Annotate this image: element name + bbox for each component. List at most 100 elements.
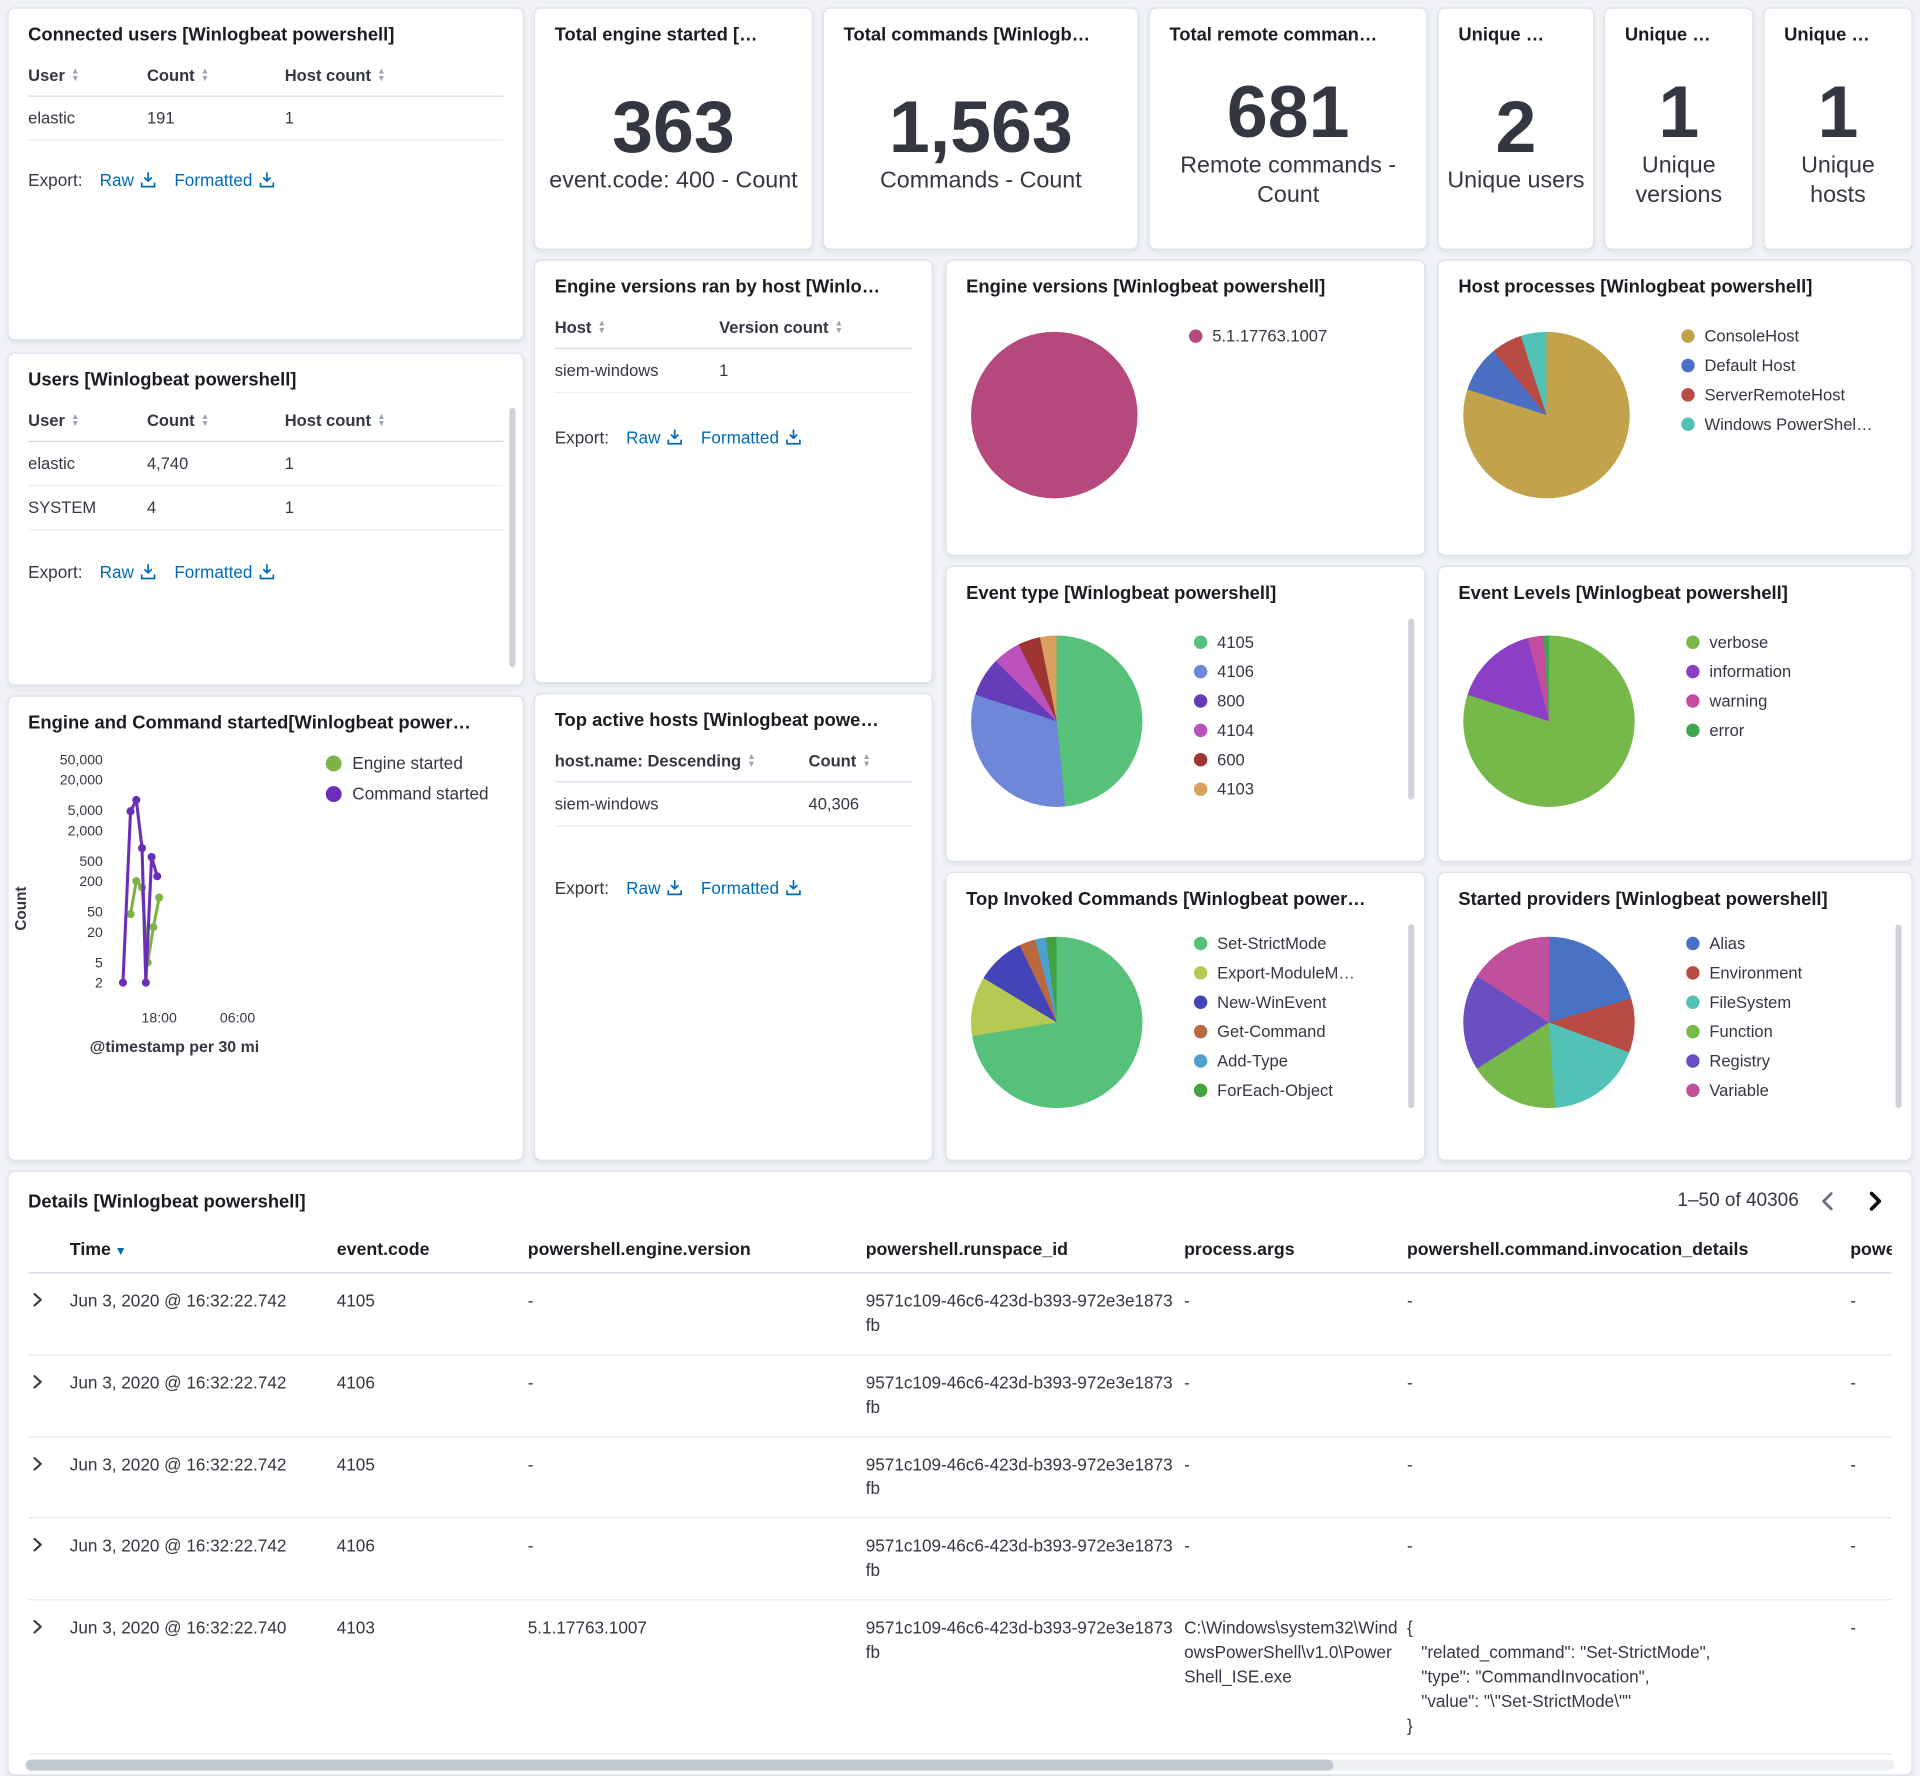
legend-item[interactable]: Export-ModuleM… [1193,964,1355,982]
details-column-header[interactable]: Time ▼ [69,1240,127,1261]
legend-item[interactable]: 800 [1193,692,1254,710]
legend-item[interactable]: Get-Command [1193,1022,1355,1041]
download-icon [141,172,156,188]
table-cell: SYSTEM [28,485,147,531]
legend-item[interactable]: Function [1686,1022,1802,1041]
legend-label: 4106 [1217,662,1254,681]
data-point[interactable] [149,923,158,932]
column-header[interactable]: Version count ▲ ▼ [719,307,913,349]
event-type-pie-chart[interactable] [971,635,1143,807]
legend-scrollbar[interactable] [1895,924,1902,1109]
data-point[interactable] [153,872,162,881]
event-levels-pie-chart[interactable] [1463,635,1635,807]
data-point[interactable] [138,844,147,853]
legend-item[interactable]: Default Host [1681,356,1872,375]
column-header[interactable]: Host ▲ ▼ [554,307,720,349]
legend-item[interactable]: 4103 [1193,780,1254,798]
expand-row-button[interactable] [28,1371,62,1398]
data-point[interactable] [118,978,127,987]
column-header[interactable]: Host count ▲ ▼ [284,400,504,443]
column-header[interactable]: Host count ▲ ▼ [284,55,504,97]
y-tick-label: 5,000 [68,802,103,818]
export-formatted-link[interactable]: Formatted [174,562,275,582]
top-invoked-commands-pie-chart[interactable] [971,936,1143,1109]
legend-item[interactable]: Add-Type [1193,1052,1355,1070]
data-point[interactable] [147,852,156,862]
legend-item[interactable]: 600 [1193,751,1254,769]
details-column-header[interactable]: powershell.command.invocation_details [1406,1240,1749,1261]
scrollbar-thumb[interactable] [25,1759,1334,1771]
expand-row-button[interactable] [28,1616,62,1643]
details-column-header[interactable]: powershell.engine.version [527,1240,751,1261]
started-providers-pie-chart[interactable] [1463,936,1635,1109]
export-formatted-link[interactable]: Formatted [701,878,802,898]
data-point[interactable] [132,877,141,886]
cell-engine-version: - [527,1290,534,1311]
legend-item[interactable]: 4106 [1193,662,1254,681]
cell-invocation-details: { "related_command": "Set-StrictMode", "… [1406,1617,1711,1735]
metric-value: 2 [1495,85,1537,168]
column-header[interactable]: Count ▲ ▼ [808,740,913,783]
legend-item[interactable]: 5.1.17763.1007 [1188,327,1327,345]
horizontal-scrollbar[interactable] [25,1759,1895,1771]
column-header[interactable]: host.name: Descending ▲ ▼ [554,740,809,783]
expand-row-button[interactable] [28,1289,62,1316]
host-processes-pie-chart[interactable] [1463,331,1630,499]
details-column-header[interactable]: process.args [1184,1240,1295,1261]
legend-item[interactable]: Variable [1686,1081,1802,1100]
cell-process-args: - [1184,1454,1190,1474]
legend-item[interactable]: warning [1686,692,1791,710]
legend-dot [1193,782,1208,796]
legend-item[interactable]: Alias [1686,934,1802,953]
column-header[interactable]: Count ▲ ▼ [146,55,285,97]
details-column-header[interactable]: powershell.runspace_id [865,1240,1069,1261]
previous-page-button[interactable] [1811,1184,1845,1218]
legend-item[interactable]: Environment [1686,964,1802,982]
x-tick-label: 06:00 [220,1009,255,1025]
data-point[interactable] [155,893,164,902]
legend-item[interactable]: FileSystem [1686,993,1802,1011]
export-raw-link[interactable]: Raw [626,427,684,447]
details-column-header[interactable]: event.code [336,1240,430,1261]
engine-versions-pie-chart[interactable] [971,331,1138,499]
legend-item[interactable]: ConsoleHost [1681,327,1872,345]
pagination: 1–50 of 40306 [1677,1184,1891,1218]
series-line[interactable] [121,798,159,985]
legend-item[interactable]: ServerRemoteHost [1681,386,1872,404]
export-raw-link[interactable]: Raw [626,878,684,898]
vertical-scrollbar[interactable] [509,407,516,668]
legend-item[interactable]: 4105 [1193,633,1254,651]
line-chart[interactable]: 50,000 20,000 5,000 2,000 500 200 50 20 5 2 18:00 0… [9,738,525,1130]
legend-item[interactable]: information [1686,662,1791,681]
expand-row-button[interactable] [28,1535,62,1562]
export-raw-link[interactable]: Raw [100,170,158,190]
data-point[interactable] [126,910,135,919]
legend-scrollbar[interactable] [1408,618,1415,800]
legend-item[interactable]: verbose [1686,633,1791,651]
data-point[interactable] [132,795,141,805]
legend-item[interactable]: Engine started [325,753,488,773]
legend-item[interactable]: Set-StrictMode [1193,934,1355,953]
column-header[interactable]: User ▲ ▼ [28,55,147,97]
data-point[interactable] [141,978,150,987]
legend-item[interactable]: Registry [1686,1052,1802,1070]
details-column-header[interactable]: powers [1850,1240,1892,1261]
legend-item[interactable]: Windows PowerShel… [1681,415,1873,433]
legend-item[interactable]: ForEach-Object [1193,1081,1355,1100]
expand-row-button[interactable] [28,1453,62,1480]
legend-item[interactable]: New-WinEvent [1193,993,1355,1011]
data-point[interactable] [126,807,135,816]
legend-item[interactable]: 4104 [1193,721,1254,740]
download-icon [667,879,683,896]
export-formatted-link[interactable]: Formatted [174,170,275,190]
legend-item[interactable]: Command started [325,784,489,803]
export-raw-link[interactable]: Raw [100,562,158,582]
next-page-button[interactable] [1858,1184,1892,1218]
column-header[interactable]: Count ▲ ▼ [146,400,285,443]
column-header[interactable]: User ▲ ▼ [28,400,147,443]
legend-scrollbar[interactable] [1408,924,1415,1109]
legend-item[interactable]: error [1686,721,1791,740]
legend-label: error [1709,721,1745,740]
export-formatted-link[interactable]: Formatted [701,427,802,447]
